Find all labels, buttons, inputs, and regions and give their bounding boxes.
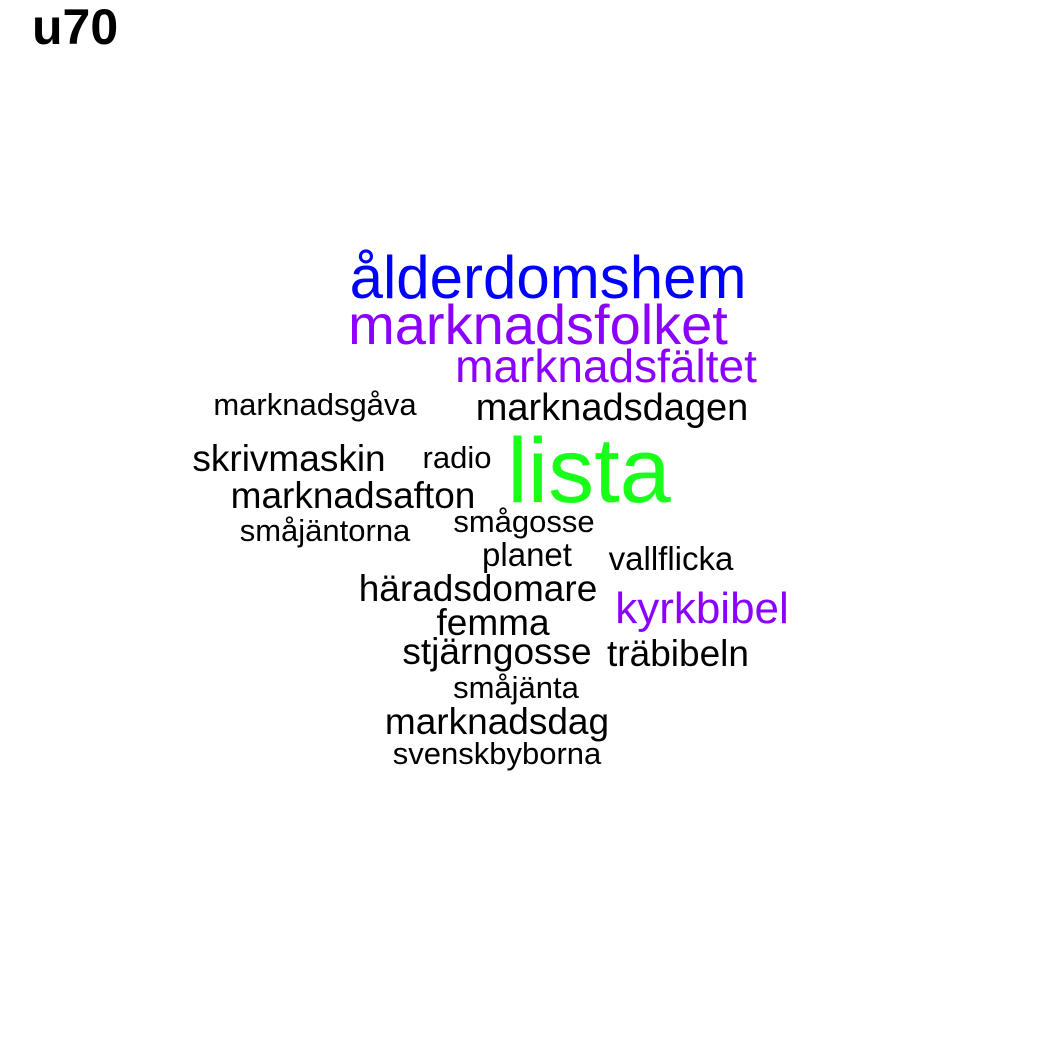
word-marknadsdag: marknadsdag bbox=[384, 701, 610, 742]
word-femma: femma bbox=[436, 602, 550, 643]
word-marknadsgava: marknadsgåva bbox=[213, 387, 417, 422]
word-marknadsfolket: marknadsfolket bbox=[348, 293, 728, 356]
word-haradsdomare: häradsdomare bbox=[358, 568, 598, 609]
word-smajanta: småjänta bbox=[453, 670, 579, 705]
word-smagosse: smågosse bbox=[453, 504, 595, 539]
word-marknadsafton: marknadsafton bbox=[230, 475, 476, 516]
word-marknadsfaltet: marknadsfältet bbox=[455, 340, 757, 392]
word-kyrkbibel: kyrkbibel bbox=[615, 584, 789, 633]
word-marknadsdagen: marknadsdagen bbox=[475, 387, 749, 429]
word-smajantorna: småjäntorna bbox=[239, 513, 411, 548]
page-title: u70 bbox=[32, 0, 119, 55]
word-lista: lista bbox=[507, 420, 671, 522]
word-vallflicka: vallflicka bbox=[608, 540, 734, 577]
word-stjarngosse: stjärngosse bbox=[402, 631, 592, 672]
word-trabibeln: träbibeln bbox=[607, 633, 749, 674]
word-planet: planet bbox=[482, 536, 572, 573]
word-svenskbyborna: svenskbyborna bbox=[392, 736, 602, 771]
word-skrivmaskin: skrivmaskin bbox=[192, 438, 386, 479]
word-alderdomshem: ålderdomshem bbox=[349, 244, 747, 311]
word-radio: radio bbox=[422, 440, 492, 475]
